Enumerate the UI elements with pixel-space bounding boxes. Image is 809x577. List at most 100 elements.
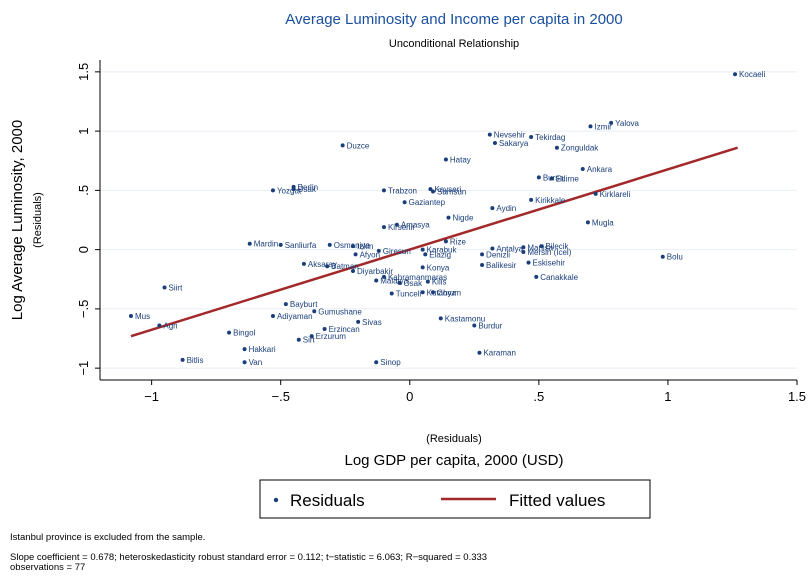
point-label: Giresun	[383, 247, 411, 256]
point-label: Erzincan	[329, 325, 360, 334]
point-label: Canakkale	[540, 273, 578, 282]
data-point	[350, 244, 355, 249]
x-axis-sublabel: (Residuals)	[426, 433, 482, 445]
y-tick-label: −.5	[76, 300, 91, 318]
point-label: Amasya	[401, 221, 430, 230]
point-label: Kastamonu	[445, 314, 485, 323]
point-label: Usak	[298, 185, 317, 194]
point-label: Gumushane	[318, 307, 362, 316]
point-label: Bitlis	[187, 356, 204, 365]
point-label: Tunceli	[396, 289, 422, 298]
point-label: Edirne	[556, 175, 580, 184]
point-label: Aksaray	[308, 260, 337, 269]
x-axis-label: Log GDP per capita, 2000 (USD)	[344, 452, 563, 469]
y-tick-label: 1	[76, 127, 91, 134]
data-point	[526, 260, 531, 265]
note-observations: observations = 77	[10, 562, 86, 573]
chart-subtitle: Unconditional Relationship	[389, 38, 519, 50]
point-label: Malatya	[380, 276, 409, 285]
data-point	[438, 316, 443, 321]
data-point	[490, 246, 495, 251]
data-point	[521, 250, 526, 254]
data-point	[283, 302, 288, 307]
point-label: Batman	[331, 262, 359, 271]
data-point	[420, 247, 425, 252]
data-point	[374, 278, 379, 283]
point-label: Yalova	[615, 119, 639, 128]
x-tick-label: 1	[664, 389, 671, 404]
legend-label-residuals: Residuals	[290, 491, 365, 510]
point-label: Kirsehir	[388, 223, 415, 232]
data-point	[327, 242, 332, 247]
point-label: Karaman	[483, 349, 515, 358]
point-label: Izmir	[594, 122, 612, 131]
data-point	[487, 132, 492, 137]
data-point	[394, 222, 399, 227]
data-point	[296, 337, 301, 342]
point-label: Mersin (Icel)	[527, 248, 571, 257]
point-label: Adiyaman	[277, 312, 313, 321]
data-point	[593, 191, 598, 196]
data-point	[585, 220, 590, 225]
point-label: Tekirdag	[535, 133, 565, 142]
point-label: Kahramanmaras	[388, 273, 447, 282]
data-point	[477, 350, 482, 355]
data-point	[580, 167, 585, 172]
data-point	[350, 268, 355, 273]
data-point	[291, 187, 296, 192]
data-point	[443, 239, 448, 244]
x-tick-label: −1	[144, 389, 159, 404]
data-point	[242, 347, 247, 352]
data-point	[309, 334, 314, 339]
data-point	[480, 263, 485, 268]
point-label: Mugla	[592, 218, 614, 227]
point-label: Zonguldak	[561, 144, 599, 153]
data-point	[529, 197, 534, 202]
point-label: Antalya	[496, 244, 523, 253]
data-point	[423, 252, 428, 257]
data-point	[301, 261, 306, 266]
data-point	[381, 274, 386, 279]
point-label: Sakarya	[499, 139, 529, 148]
point-label: Diyarbakir	[357, 267, 393, 276]
y-tick-label: −1	[76, 361, 91, 376]
point-label: Afyon	[360, 250, 380, 259]
point-label: Kirikkale	[535, 196, 566, 205]
point-label: Erzurum	[316, 332, 347, 341]
x-tick-label: 0	[406, 389, 413, 404]
point-label: Bingol	[233, 329, 255, 338]
data-point	[278, 242, 283, 247]
data-point	[428, 187, 433, 192]
data-point	[227, 330, 232, 335]
point-label: Duzce	[347, 141, 370, 150]
point-label: Van	[249, 358, 263, 367]
data-point	[588, 124, 593, 129]
data-point	[402, 200, 407, 205]
point-label: Karabuk	[427, 246, 458, 255]
point-label: Izkin	[357, 242, 373, 251]
x-tick-label: .5	[533, 389, 544, 404]
point-label: Bayburt	[290, 300, 318, 309]
data-point	[325, 264, 330, 269]
legend: Residuals Fitted values	[259, 479, 651, 519]
data-point	[446, 215, 451, 220]
scatter-points: Kocaeli Izmir Yalova Nevsehir Tekirdag Sakary…	[128, 70, 766, 367]
point-label: Kocaeli	[739, 70, 765, 79]
point-label: Burdur	[478, 321, 502, 330]
point-label: Bolu	[667, 253, 683, 262]
point-label: Corum	[437, 288, 461, 297]
data-point	[381, 225, 386, 230]
point-label: Bilecik	[545, 242, 569, 251]
data-point	[389, 291, 394, 296]
y-axis-label: Log Average Luminosity, 2000	[9, 120, 26, 320]
point-label: Eskisehir	[533, 259, 566, 268]
data-point	[554, 145, 559, 150]
point-label: Berlin	[298, 183, 318, 192]
fitted-line-layer	[130, 146, 738, 338]
data-point	[353, 252, 358, 257]
data-point	[521, 245, 526, 250]
y-tick-label: 0	[76, 246, 91, 253]
data-point	[660, 254, 665, 259]
point-label: Ankara	[587, 165, 613, 174]
